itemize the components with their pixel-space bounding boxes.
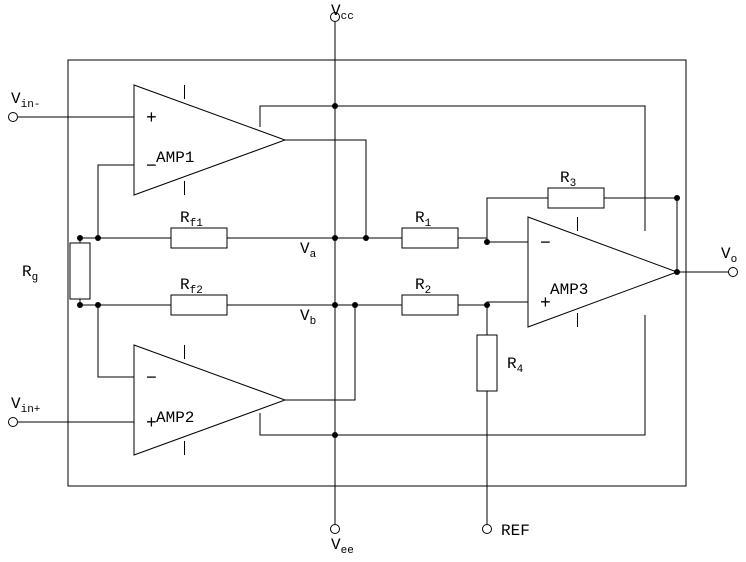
- junction-dot: [363, 235, 369, 241]
- wire: [285, 305, 355, 400]
- resistor-Rf2: [171, 295, 227, 315]
- resistor-R3: [548, 188, 604, 208]
- junction-dot: [484, 302, 490, 308]
- label-Rg: Rg: [22, 263, 38, 284]
- wire: [487, 302, 528, 305]
- wire: [458, 238, 528, 242]
- opamp-label-AMP1: AMP1: [156, 149, 194, 167]
- opamp-AMP1-plus: +: [146, 109, 157, 129]
- junction-dot: [674, 195, 680, 201]
- junction-dot: [95, 302, 101, 308]
- terminal-label-Vin+: Vin+: [11, 395, 40, 416]
- terminal-label-REF: REF: [501, 522, 530, 540]
- resistor-R4: [477, 335, 497, 391]
- opamp-AMP2: [134, 345, 285, 455]
- opamp-label-AMP2: AMP2: [156, 409, 194, 427]
- junction-dot: [484, 239, 490, 245]
- resistor-R1: [402, 228, 458, 248]
- node-label-Va: Va: [300, 240, 317, 261]
- wire: [285, 140, 366, 238]
- junction-dot: [352, 302, 358, 308]
- terminal-label-Vo: Vo: [721, 245, 737, 266]
- terminal-label-Vcc: Vcc: [331, 2, 354, 23]
- terminal-label-Vin-: Vin-: [11, 90, 40, 111]
- resistor-R2: [402, 295, 458, 315]
- label-R3: R3: [560, 169, 576, 190]
- label-R2: R2: [415, 276, 431, 297]
- opamp-AMP3-minus: −: [540, 234, 551, 254]
- terminal-Vin-: [9, 113, 18, 122]
- junction-dot: [77, 235, 83, 241]
- terminal-Vee: [331, 525, 340, 534]
- junction-dot: [332, 432, 338, 438]
- junction-dot: [674, 269, 680, 275]
- opamp-label-AMP3: AMP3: [550, 281, 588, 299]
- terminal-REF: [483, 525, 492, 534]
- wire: [98, 165, 134, 238]
- opamp-AMP1-minus: −: [146, 157, 157, 177]
- junction-dot: [332, 302, 338, 308]
- opamp-AMP2-minus: −: [146, 369, 157, 389]
- terminal-Vin+: [9, 418, 18, 427]
- wire: [98, 305, 134, 377]
- junction-dot: [95, 235, 101, 241]
- junction-dot: [332, 103, 338, 109]
- opamp-AMP1: [134, 85, 285, 195]
- wire: [335, 106, 645, 231]
- opamp-AMP3-plus: +: [540, 294, 551, 314]
- junction-dot: [77, 302, 83, 308]
- opamp-AMP2-plus: +: [146, 414, 157, 434]
- junction-dot: [332, 235, 338, 241]
- resistor-Rg: [70, 243, 90, 299]
- resistor-Rf1: [171, 228, 227, 248]
- wire: [260, 106, 335, 127]
- terminal-Vo: [729, 268, 738, 277]
- wire: [260, 413, 335, 435]
- label-R4: R4: [507, 355, 524, 376]
- terminal-label-Vee: Vee: [331, 536, 354, 557]
- node-label-Vb: Vb: [300, 307, 316, 328]
- label-Rf2: Rf2: [180, 276, 203, 297]
- label-R1: R1: [415, 209, 432, 230]
- label-Rf1: Rf1: [180, 209, 203, 230]
